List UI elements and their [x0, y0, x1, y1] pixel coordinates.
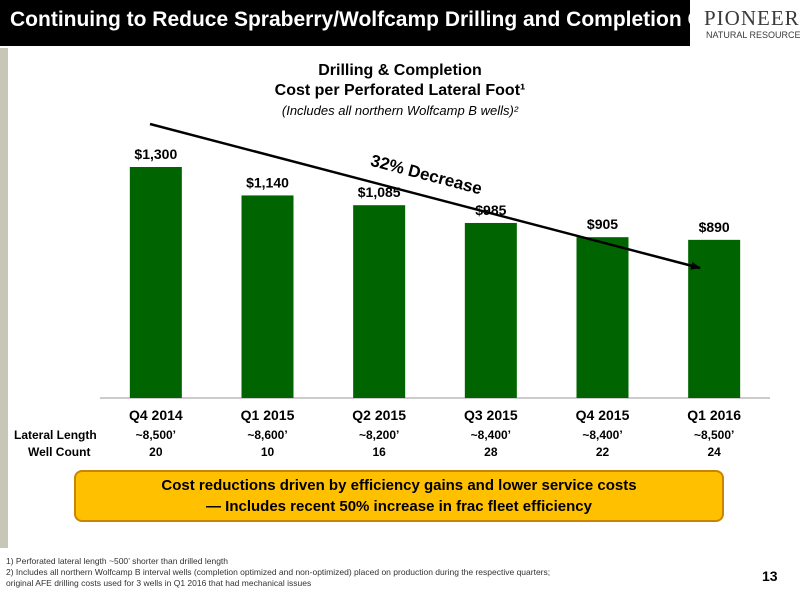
footnote-2: 2) Includes all northern Wolfcamp B inte… [6, 567, 551, 577]
slide-title: Continuing to Reduce Spraberry/Wolfcamp … [10, 8, 746, 31]
slide-header: Continuing to Reduce Spraberry/Wolfcamp … [0, 0, 800, 48]
lateral-length-value: ~8,400’ [471, 428, 511, 442]
chart-title-line1: Drilling & Completion [318, 62, 482, 79]
well-count-value: 28 [484, 445, 498, 459]
bar [688, 239, 741, 398]
bar-value-label: $1,300 [134, 146, 177, 162]
left-accent-band [0, 48, 8, 548]
chart-subtitle: (Includes all northern Wolfcamp B wells)… [281, 103, 519, 118]
callout-line-1: Cost reductions driven by efficiency gai… [161, 477, 637, 494]
company-logo: PIONEER NATURAL RESOURCES [700, 6, 800, 46]
bar-value-label: $1,140 [246, 174, 289, 190]
well-count-value: 16 [372, 445, 386, 459]
x-tick-label: Q2 2015 [352, 407, 406, 423]
logo-subtitle: NATURAL RESOURCES [706, 30, 800, 40]
x-tick-label: Q1 2015 [241, 407, 295, 423]
well-count-value: 24 [707, 445, 721, 459]
lateral-length-value: ~8,500’ [694, 428, 734, 442]
x-tick-label: Q3 2015 [464, 407, 518, 423]
well-count-row-label: Well Count [28, 445, 91, 459]
well-count-value: 20 [149, 445, 163, 459]
well-count-value: 22 [596, 445, 610, 459]
callout-line-2: — Includes recent 50% increase in frac f… [205, 498, 592, 515]
chart-plot: $1,300 Q4 2014 ~8,500’ 20 $1,140 Q1 2015 ~8,60… [100, 122, 770, 459]
cost-bar-chart: Drilling & Completion Cost per Perforate… [14, 62, 770, 459]
x-tick-label: Q4 2015 [576, 407, 630, 423]
footnotes: 1) Perforated lateral length ~500’ short… [6, 556, 726, 589]
x-tick-label: Q1 2016 [687, 407, 741, 423]
lateral-length-value: ~8,500’ [136, 428, 176, 442]
summary-callout-box: Cost reductions driven by efficiency gai… [74, 470, 724, 522]
bar [241, 195, 294, 398]
bar-value-label: $1,085 [358, 184, 401, 200]
bar [576, 237, 629, 398]
logo-name: PIONEER [704, 6, 800, 30]
footnote-2-continued: original AFE drilling costs used for 3 w… [6, 578, 312, 588]
bar [353, 205, 406, 398]
bar-value-label: $985 [475, 202, 506, 218]
x-tick-label: Q4 2014 [129, 407, 183, 423]
bar [129, 167, 182, 398]
bar-value-label: $890 [699, 219, 730, 235]
chart-title-line2: Cost per Perforated Lateral Foot¹ [274, 82, 526, 99]
lateral-length-value: ~8,400’ [582, 428, 622, 442]
lateral-length-value: ~8,600’ [247, 428, 287, 442]
lateral-length-value: ~8,200’ [359, 428, 399, 442]
page-number: 13 [762, 568, 778, 584]
lateral-length-row-label: Lateral Length [14, 428, 97, 442]
trend-arrow [149, 122, 701, 270]
header-bar [0, 0, 690, 46]
bar-value-label: $905 [587, 216, 618, 232]
well-count-value: 10 [261, 445, 275, 459]
bar [464, 222, 517, 398]
header-bar-slant [655, 0, 690, 46]
footnote-1: 1) Perforated lateral length ~500’ short… [6, 556, 229, 566]
